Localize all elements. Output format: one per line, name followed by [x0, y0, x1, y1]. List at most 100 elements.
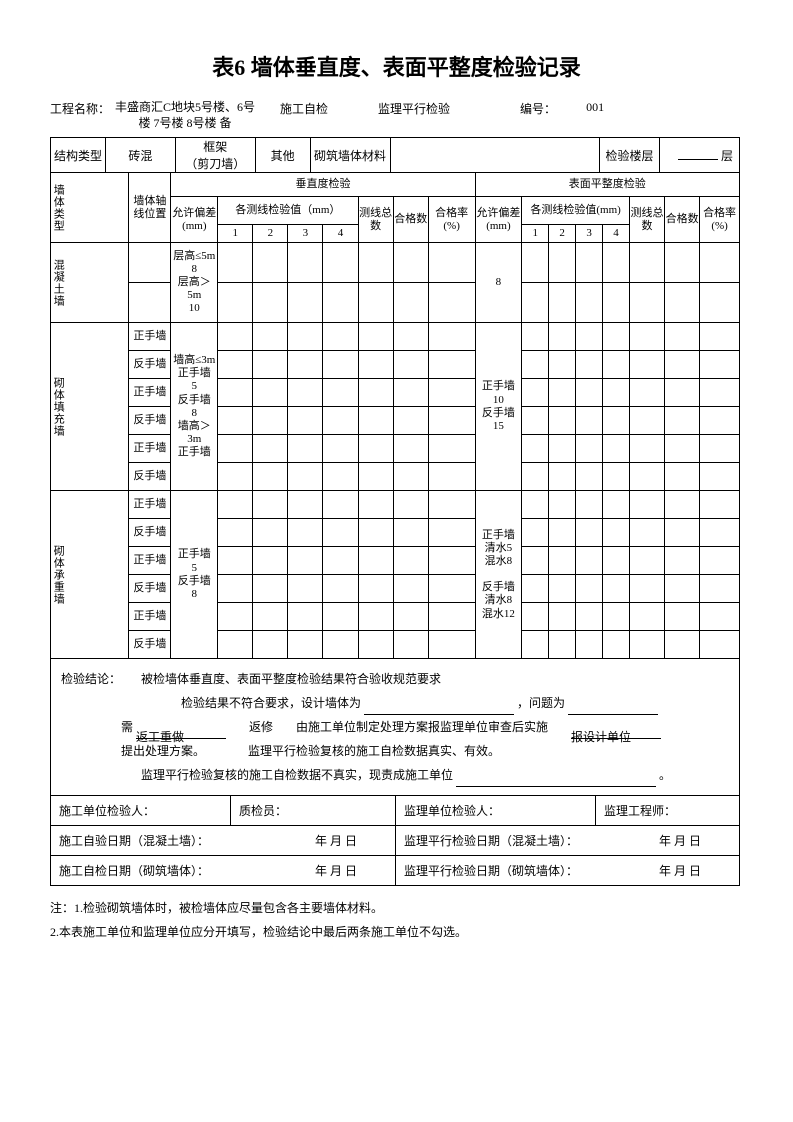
concl-l4b: 监理平行检验复核的施工自检数据真实、有效。: [248, 744, 500, 758]
table-cell: [700, 491, 740, 519]
hdr-flat: 表面平整度检验: [475, 173, 739, 197]
hdr-axis: 墙体轴线位置: [129, 173, 171, 243]
table-cell: [288, 283, 323, 323]
table-cell: [288, 243, 323, 283]
table-cell: [393, 323, 428, 351]
table-cell: [665, 491, 700, 519]
table-cell: [218, 323, 253, 351]
hdr-c1b: 1: [522, 225, 549, 243]
table-cell: [428, 491, 475, 519]
floor-cell: 层: [660, 138, 740, 173]
material-label: 砌筑墙体材料: [310, 138, 390, 173]
table-cell: [428, 283, 475, 323]
sign-d2: 监理平行检验日期（混凝土墙）：年 月 日: [396, 826, 740, 856]
back-cell: 反手墙: [129, 463, 171, 491]
concrete-tol: 层高≤5m 8 层高＞5m 10: [171, 243, 218, 323]
table-cell: [700, 283, 740, 323]
table-cell: [549, 283, 576, 323]
hdr-pass1: 合格数: [393, 197, 428, 243]
table-cell: [323, 491, 358, 519]
infill-label: 砌体填充墙: [51, 323, 129, 491]
material-value: [390, 138, 600, 173]
back-cell: 反手墙: [129, 575, 171, 603]
table-cell: [700, 323, 740, 351]
sign-d1: 施工自验日期（混凝土墙）：年 月 日: [51, 826, 396, 856]
table-cell: [323, 323, 358, 351]
table-cell: [358, 283, 393, 323]
table-cell: [253, 243, 288, 283]
note-1: 注：1.检验砌筑墙体时，被检墙体应尽量包含各主要墙体材料。: [50, 896, 743, 920]
other-cell: 其他: [255, 138, 310, 173]
floor-unit: 层: [721, 149, 733, 163]
back-cell: 反手墙: [129, 519, 171, 547]
table-cell: [576, 323, 603, 351]
table-cell: [665, 283, 700, 323]
sign-s1: 施工单位检验人：: [51, 796, 231, 826]
design-field[interactable]: 报设计单位: [571, 725, 661, 739]
rework-field[interactable]: 返工重做: [136, 725, 226, 739]
back-cell: 反手墙: [129, 631, 171, 659]
table-cell: [393, 491, 428, 519]
hdr-c3b: 3: [576, 225, 603, 243]
table-cell: [393, 283, 428, 323]
table-cell: [253, 283, 288, 323]
bearing-label: 砌体承重墙: [51, 491, 129, 659]
table-cell: [358, 243, 393, 283]
page-title: 表6 墙体垂直度、表面平整度检验记录: [50, 50, 743, 82]
table-cell: [576, 491, 603, 519]
blank-field[interactable]: [568, 701, 658, 715]
main-table: 墙体类型 墙体轴线位置 垂直度检验 表面平整度检验 允许偏差(mm) 各测线检验…: [50, 172, 740, 659]
blank-field[interactable]: [364, 701, 514, 715]
hdr-c2a: 2: [253, 225, 288, 243]
front-cell: 正手墙: [129, 547, 171, 575]
note-2: 2.本表施工单位和监理单位应分开填写，检验结论中最后两条施工单位不勾选。: [50, 920, 743, 944]
hdr-total1: 测线总数: [358, 197, 393, 243]
table-cell: [522, 243, 549, 283]
hdr-c2b: 2: [549, 225, 576, 243]
front-cell: 正手墙: [129, 603, 171, 631]
concl-l5: 监理平行检验复核的施工自检数据不真实，现责成施工单位: [141, 768, 453, 782]
proj-label: 工程名称：: [50, 100, 110, 117]
hdr-tol2: 允许偏差(mm): [475, 197, 522, 243]
front-cell: 正手墙: [129, 491, 171, 519]
sign-s2: 质检员：: [231, 796, 396, 826]
concl-l3a: 需: [121, 720, 133, 734]
table-cell: [358, 491, 393, 519]
structure-row: 结构类型 砖混 框架 （剪刀墙） 其他 砌筑墙体材料 检验楼层 层: [50, 137, 740, 173]
concl-period: 。: [659, 768, 671, 782]
hdr-c3a: 3: [288, 225, 323, 243]
bearing-tol: 正手墙 5 反手墙 8: [171, 491, 218, 659]
proj-name: 丰盛商汇C地块5号楼、6号楼 7号楼 8号楼 备: [110, 100, 260, 131]
table-cell: [603, 491, 630, 519]
concl-l4: 提出处理方案。: [121, 744, 205, 758]
blank-field[interactable]: [456, 773, 656, 787]
concl-l3c: 由施工单位制定处理方案报监理单位审查后实施: [296, 720, 548, 734]
sign-table: 施工单位检验人： 质检员： 监理单位检验人： 监理工程师： 施工自验日期（混凝土…: [50, 795, 740, 886]
number-label: 编号：: [520, 100, 556, 117]
hdr-lines2: 各测线检验值(mm): [522, 197, 630, 225]
table-cell: [629, 243, 664, 283]
concl-l2a: 检验结果不符合要求，设计墙体为: [181, 696, 361, 710]
table-cell: [576, 283, 603, 323]
front-cell: 正手墙: [129, 379, 171, 407]
conclusion-box: 检验结论： 被检墙体垂直度、表面平整度检验结果符合验收规范要求 检验结果不符合要…: [50, 658, 740, 796]
hdr-c4b: 4: [603, 225, 630, 243]
concl-l3b: 返修: [249, 720, 273, 734]
concl-l1: 被检墙体垂直度、表面平整度检验结果符合验收规范要求: [141, 672, 441, 686]
table-cell: [576, 243, 603, 283]
table-cell: [603, 243, 630, 283]
table-cell: [549, 243, 576, 283]
table-cell: [288, 491, 323, 519]
table-cell: [665, 243, 700, 283]
table-cell: [665, 323, 700, 351]
table-cell: [323, 243, 358, 283]
table-cell: [129, 283, 171, 323]
sign-d4: 监理平行检验日期（砌筑墙体）：年 月 日: [396, 856, 740, 886]
floor-label: 检验楼层: [600, 138, 660, 173]
table-cell: [549, 323, 576, 351]
struct-type-label: 结构类型: [51, 138, 106, 173]
hdr-wall-type: 墙体类型: [51, 173, 129, 243]
back-cell: 反手墙: [129, 407, 171, 435]
table-cell: [629, 491, 664, 519]
table-cell: [603, 283, 630, 323]
